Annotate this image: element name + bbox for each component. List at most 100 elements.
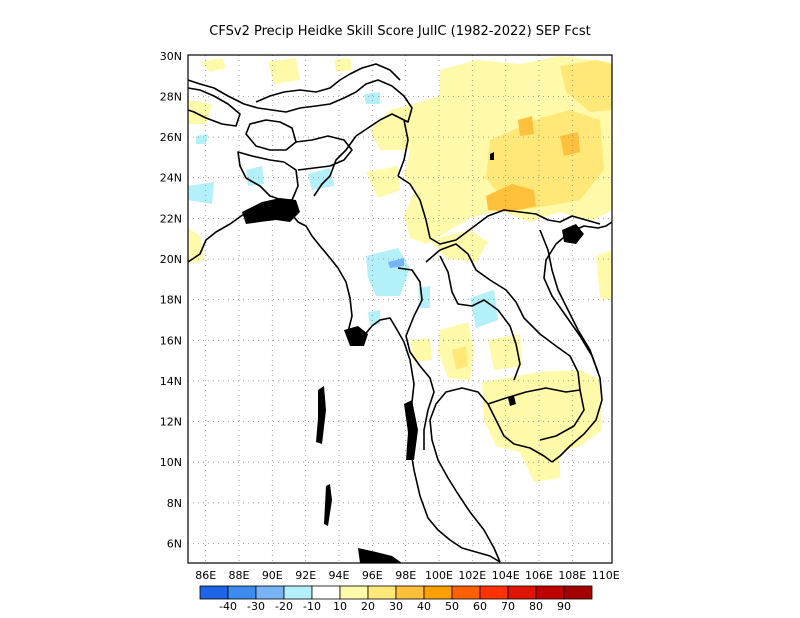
skill-area-north-india [200, 58, 226, 72]
skill-area-hainan-sea [596, 250, 612, 300]
lat-label: 8N [167, 497, 182, 510]
colorbar-swatch [339, 585, 369, 600]
skill-area-guangxi [486, 184, 536, 212]
lat-label: 26N [160, 131, 182, 144]
colorbar-swatch [507, 585, 537, 600]
lat-label: 24N [160, 172, 182, 185]
neg-area-laos [470, 290, 498, 328]
border-myanmar-china [355, 113, 409, 177]
colorbar-label: -30 [247, 600, 265, 613]
lat-label: 30N [160, 50, 182, 63]
lat-label: 18N [160, 294, 182, 307]
lon-label: 102E [458, 569, 486, 582]
lat-label: 28N [160, 90, 182, 103]
skill-area-hunan [518, 116, 534, 136]
colorbar-label: 10 [333, 600, 347, 613]
colorbar-swatch [395, 585, 425, 600]
lon-label: 88E [229, 569, 250, 582]
border-assam [295, 135, 353, 171]
colorbar-swatch [283, 585, 313, 600]
skill-area-west-edge [188, 228, 204, 264]
hainan-dots [490, 152, 494, 160]
skill-area-thai-dot [452, 346, 468, 370]
colorbar-label: -10 [303, 600, 321, 613]
border-vietnam-laos [539, 229, 599, 373]
neg-area-assam [308, 168, 334, 190]
colorbar: -40 -30 -20 -10 10 20 30 40 50 60 70 80 … [199, 585, 593, 613]
skill-area-ayeyarwady [410, 338, 432, 362]
sumatra-tip [358, 548, 402, 563]
colorbar-label: 60 [473, 600, 487, 613]
lon-label: 98E [395, 569, 416, 582]
colorbar-label: 40 [417, 600, 431, 613]
skill-area-guangdong [560, 132, 580, 156]
colorbar-label: 70 [501, 600, 515, 613]
lat-label: 22N [160, 212, 182, 225]
lon-label: 90E [262, 569, 283, 582]
lon-label: 108E [558, 569, 586, 582]
lon-label: 86E [195, 569, 216, 582]
coastline-vietnam [543, 221, 613, 463]
colorbar-label: -20 [275, 600, 293, 613]
colorbar-swatch [423, 585, 453, 600]
gulf-islands [508, 396, 516, 406]
neg-area-tibet-small [364, 92, 380, 104]
colorbar-label: 90 [557, 600, 571, 613]
nicobar-islands [324, 484, 332, 526]
lat-label: 14N [160, 375, 182, 388]
lon-label: 92E [295, 569, 316, 582]
map-panel [187, 54, 613, 564]
colorbar-label: 30 [389, 600, 403, 613]
lon-label: 100E [425, 569, 453, 582]
colorbar-label: -40 [219, 600, 237, 613]
colorbar-label: 20 [361, 600, 375, 613]
border-himalaya [187, 79, 413, 123]
border-laos [425, 243, 581, 391]
lat-label: 6N [167, 538, 182, 551]
lat-label: 12N [160, 416, 182, 429]
border-myanmar-thailand [397, 267, 435, 450]
lat-label: 16N [160, 334, 182, 347]
neg-area-shan-core [388, 258, 404, 268]
border-india-myanmar [313, 135, 357, 197]
lon-label: 106E [525, 569, 553, 582]
strong-skill-areas [486, 116, 580, 212]
ganges-delta [242, 198, 300, 224]
map-frame [187, 54, 613, 564]
longitude-labels: 86E 88E 90E 92E 94E 96E 98E 100E 102E 10… [195, 569, 619, 582]
border-nepal [187, 87, 241, 127]
border-tibet [255, 63, 401, 103]
colorbar-swatch [227, 585, 257, 600]
skill-area-tibet [268, 58, 300, 84]
latitude-labels: 6N 8N 10N 12N 14N 16N 18N 20N 22N 24N 26… [160, 50, 182, 551]
colorbar-swatch [451, 585, 481, 600]
border-cambodia [487, 387, 585, 441]
border-bhutan [245, 119, 297, 151]
lat-label: 10N [160, 456, 182, 469]
neg-area-bangladesh [188, 182, 214, 204]
andaman-islands [316, 386, 326, 444]
lon-label: 96E [362, 569, 383, 582]
colorbar-swatch [199, 585, 229, 600]
neg-area-india-west [196, 134, 208, 144]
skill-area-yunnan [366, 166, 400, 198]
colorbar-swatch [255, 585, 285, 600]
lon-label: 104E [492, 569, 520, 582]
skill-area-northeast [560, 60, 612, 112]
mergui-archipelago [404, 400, 418, 460]
lon-label: 94E [329, 569, 350, 582]
skill-area-tibet-2 [334, 58, 352, 72]
colorbar-swatch [367, 585, 397, 600]
skill-area-laos-east [488, 334, 522, 370]
colorbar-label: 80 [529, 600, 543, 613]
land-detail-marks [242, 152, 584, 563]
colorbar-label: 50 [445, 600, 459, 613]
colorbar-swatch [535, 585, 565, 600]
border-thailand-laos [439, 255, 521, 381]
map-title: CFSv2 Precip Heidke Skill Score JulIC (1… [209, 24, 590, 39]
colorbar-swatch [563, 585, 593, 600]
coastline-gulf-of-thailand [429, 387, 553, 563]
colorbar-swatch [311, 585, 341, 600]
colorbar-labels: -40 -30 -20 -10 10 20 30 40 50 60 70 80 … [219, 600, 571, 613]
